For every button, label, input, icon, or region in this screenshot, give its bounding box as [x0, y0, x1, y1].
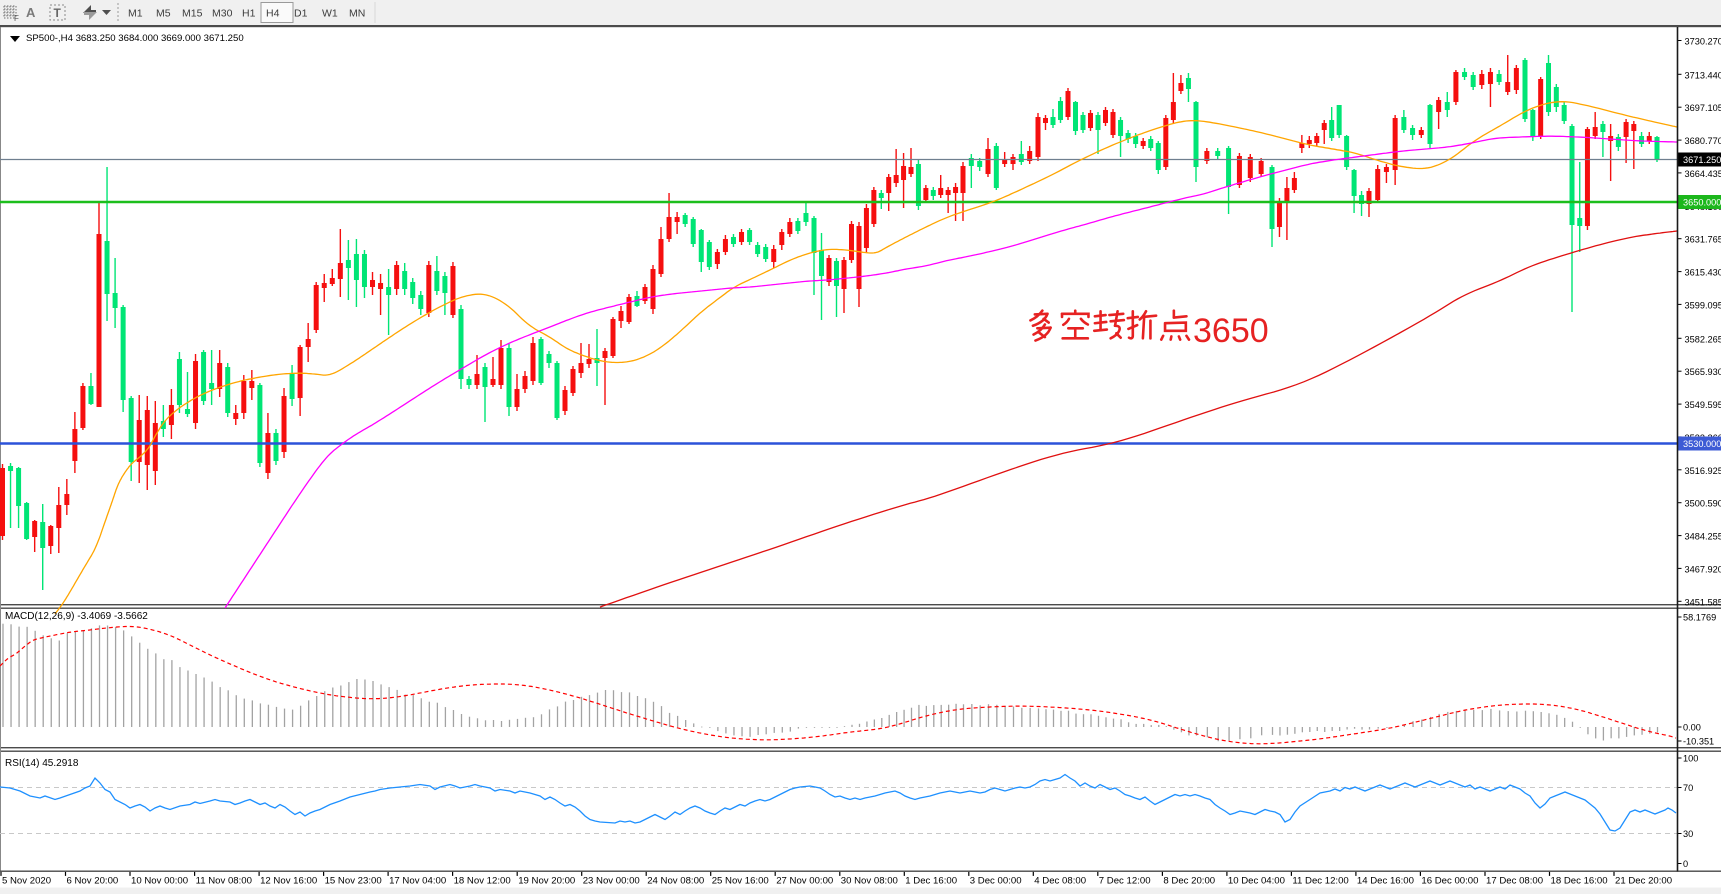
svg-text:SP500-,H4 3683.250 3684.000 3: SP500-,H4 3683.250 3684.000 3669.000 367…	[26, 33, 244, 44]
svg-text:RSI(14) 45.2918: RSI(14) 45.2918	[5, 758, 79, 769]
svg-text:58.1769: 58.1769	[1683, 613, 1716, 623]
svg-text:3664.435: 3664.435	[1685, 169, 1721, 179]
svg-text:3516.925: 3516.925	[1685, 466, 1721, 476]
svg-text:F: F	[14, 14, 19, 23]
svg-text:D1: D1	[294, 8, 308, 20]
svg-text:M1: M1	[128, 8, 143, 20]
svg-text:MACD(12,26,9) -3.4069 -3.5662: MACD(12,26,9) -3.4069 -3.5662	[5, 611, 148, 622]
svg-text:30 Nov 08:00: 30 Nov 08:00	[841, 876, 898, 887]
svg-text:16 Dec 00:00: 16 Dec 00:00	[1421, 876, 1478, 887]
svg-text:H1: H1	[242, 8, 256, 20]
svg-text:15 Nov 23:00: 15 Nov 23:00	[325, 876, 382, 887]
svg-text:3680.770: 3680.770	[1685, 136, 1721, 146]
svg-text:3500.590: 3500.590	[1685, 499, 1721, 509]
svg-text:3650: 3650	[1193, 312, 1269, 350]
svg-text:3530.000: 3530.000	[1683, 439, 1721, 449]
svg-text:W1: W1	[322, 8, 338, 20]
svg-text:0.00: 0.00	[1683, 723, 1701, 733]
svg-text:4 Dec 08:00: 4 Dec 08:00	[1034, 876, 1086, 887]
svg-text:10 Dec 04:00: 10 Dec 04:00	[1228, 876, 1285, 887]
svg-text:11 Dec 12:00: 11 Dec 12:00	[1292, 876, 1348, 887]
svg-text:14 Dec 16:00: 14 Dec 16:00	[1357, 876, 1414, 887]
svg-text:7 Dec 12:00: 7 Dec 12:00	[1099, 876, 1151, 887]
svg-text:3484.255: 3484.255	[1685, 532, 1721, 542]
svg-text:24 Nov 08:00: 24 Nov 08:00	[647, 876, 704, 887]
svg-text:3467.920: 3467.920	[1685, 564, 1721, 574]
svg-text:10 Nov 00:00: 10 Nov 00:00	[131, 876, 188, 887]
svg-text:H4: H4	[266, 8, 280, 20]
svg-text:MN: MN	[349, 8, 365, 20]
svg-text:30: 30	[1683, 829, 1693, 839]
svg-text:70: 70	[1683, 783, 1693, 793]
svg-text:M5: M5	[156, 8, 171, 20]
svg-text:A: A	[26, 5, 36, 20]
svg-text:3549.595: 3549.595	[1685, 400, 1721, 410]
svg-text:T: T	[54, 6, 62, 20]
svg-text:100: 100	[1683, 754, 1698, 764]
svg-text:17 Dec 08:00: 17 Dec 08:00	[1486, 876, 1543, 887]
svg-text:3631.765: 3631.765	[1685, 235, 1721, 245]
svg-text:12 Nov 16:00: 12 Nov 16:00	[260, 876, 317, 887]
svg-text:0: 0	[1683, 859, 1688, 869]
svg-text:3615.430: 3615.430	[1685, 268, 1721, 278]
svg-text:M15: M15	[182, 8, 203, 20]
svg-text:-10.351: -10.351	[1683, 737, 1714, 747]
svg-text:3697.105: 3697.105	[1685, 103, 1721, 113]
svg-text:3565.930: 3565.930	[1685, 367, 1721, 377]
svg-text:8 Dec 20:00: 8 Dec 20:00	[1163, 876, 1215, 887]
svg-text:1 Dec 16:00: 1 Dec 16:00	[905, 876, 957, 887]
svg-text:6 Nov 20:00: 6 Nov 20:00	[67, 876, 119, 887]
svg-text:21 Dec 20:00: 21 Dec 20:00	[1615, 876, 1672, 887]
svg-text:M30: M30	[212, 8, 233, 20]
svg-text:3671.250: 3671.250	[1683, 155, 1721, 165]
svg-text:3582.265: 3582.265	[1685, 334, 1721, 344]
svg-text:3599.095: 3599.095	[1685, 300, 1721, 310]
svg-text:3713.440: 3713.440	[1685, 70, 1721, 80]
svg-text:18 Dec 16:00: 18 Dec 16:00	[1551, 876, 1608, 887]
svg-text:25 Nov 16:00: 25 Nov 16:00	[712, 876, 769, 887]
svg-text:23 Nov 00:00: 23 Nov 00:00	[583, 876, 640, 887]
svg-text:19 Nov 20:00: 19 Nov 20:00	[518, 876, 575, 887]
svg-text:27 Nov 00:00: 27 Nov 00:00	[776, 876, 833, 887]
svg-text:17 Nov 04:00: 17 Nov 04:00	[389, 876, 446, 887]
svg-text:18 Nov 12:00: 18 Nov 12:00	[454, 876, 511, 887]
svg-text:3 Dec 00:00: 3 Dec 00:00	[970, 876, 1022, 887]
svg-text:11 Nov 08:00: 11 Nov 08:00	[196, 876, 252, 887]
svg-text:3650.000: 3650.000	[1683, 198, 1721, 208]
svg-text:5 Nov 2020: 5 Nov 2020	[2, 876, 51, 887]
svg-text:3730.270: 3730.270	[1685, 37, 1721, 47]
svg-text:3451.585: 3451.585	[1685, 597, 1721, 607]
